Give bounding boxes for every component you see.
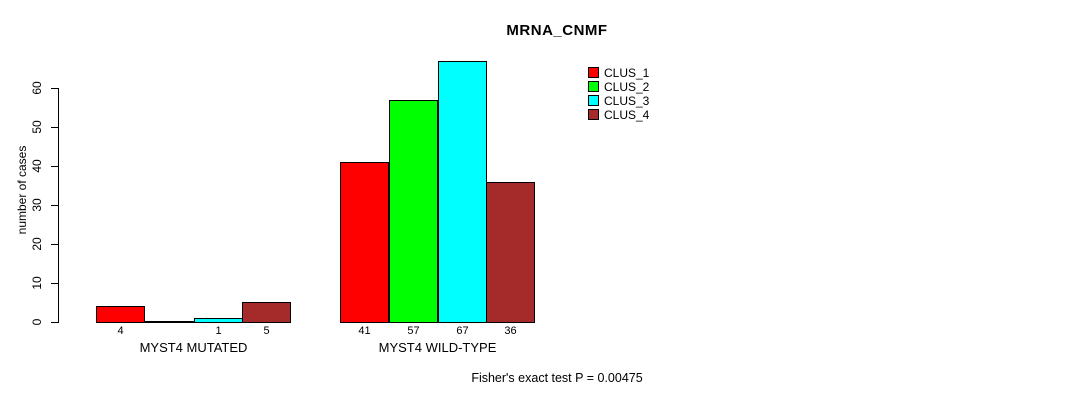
bar-value-label: 4 (117, 325, 124, 337)
y-tick-label: 0 (30, 318, 44, 326)
bar (389, 100, 438, 323)
bar (486, 182, 535, 323)
legend-label: CLUS_1 (604, 66, 650, 80)
y-axis-line (58, 88, 59, 323)
y-tick-label: 50 (30, 120, 44, 134)
bar (438, 61, 487, 323)
legend-label: CLUS_4 (604, 108, 650, 122)
bar (194, 318, 243, 323)
y-tick (51, 205, 58, 206)
legend-swatch (588, 67, 599, 78)
y-tick (51, 322, 58, 323)
bar-value-label: 57 (407, 325, 420, 337)
y-tick (51, 244, 58, 245)
y-tick-label: 10 (30, 276, 44, 290)
x-category-label: MYST4 WILD-TYPE (378, 340, 497, 355)
bar (340, 162, 389, 323)
legend-swatch (588, 95, 599, 106)
bar-value-label: 36 (504, 325, 517, 337)
legend-swatch (588, 81, 599, 92)
bar-value-label: 67 (456, 325, 469, 337)
legend-label: CLUS_3 (604, 94, 650, 108)
y-tick (51, 88, 58, 89)
bar-zero (145, 321, 195, 323)
legend-label: CLUS_2 (604, 80, 650, 94)
y-tick (51, 127, 58, 128)
y-tick-label: 20 (30, 237, 44, 251)
bar (242, 302, 291, 323)
y-tick-label: 60 (30, 81, 44, 95)
chart-title: MRNA_CNMF (506, 22, 608, 39)
bar-value-label: 1 (215, 325, 222, 337)
legend-swatch (588, 109, 599, 120)
y-tick-label: 40 (30, 159, 44, 173)
stat-annotation: Fisher's exact test P = 0.00475 (471, 371, 643, 385)
bar-value-label: 41 (358, 325, 371, 337)
y-tick-label: 30 (30, 198, 44, 212)
bar-value-label: 5 (263, 325, 270, 337)
bar (96, 306, 145, 323)
y-axis-title: number of cases (15, 145, 29, 235)
y-tick (51, 283, 58, 284)
y-tick (51, 166, 58, 167)
x-category-label: MYST4 MUTATED (139, 340, 248, 355)
